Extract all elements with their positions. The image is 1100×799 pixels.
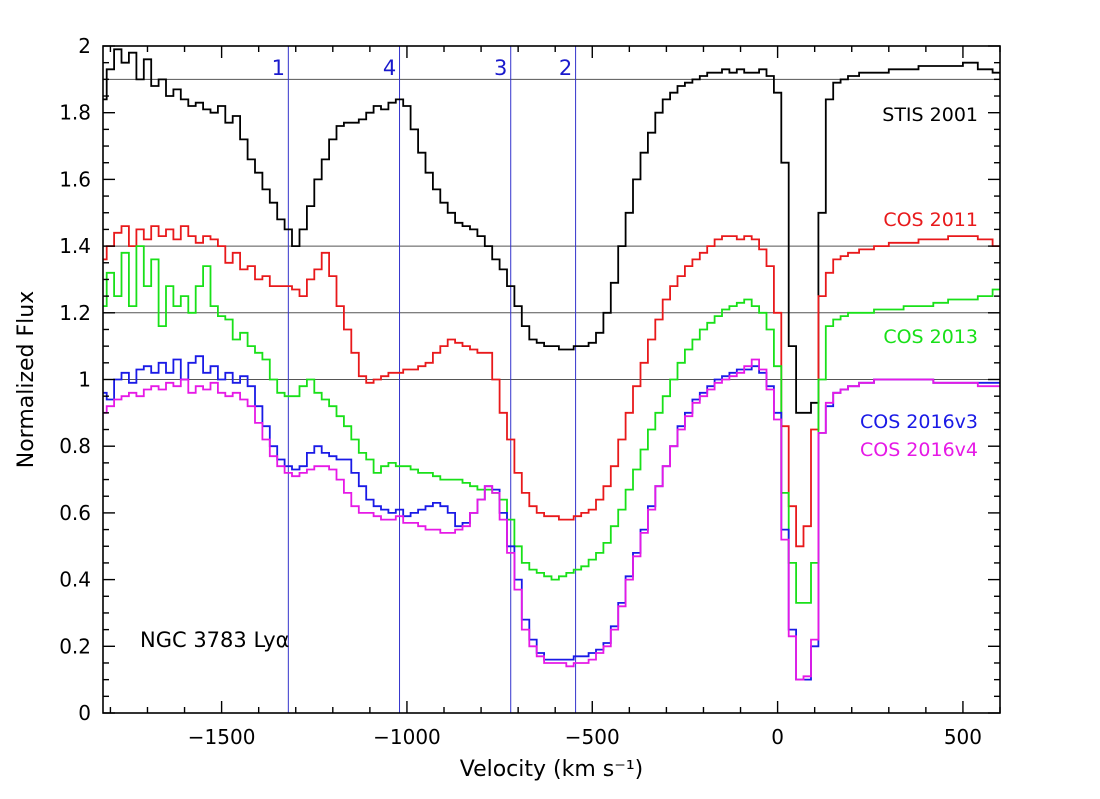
reference-lines (103, 78, 1000, 380)
y-tick-label: 0 (78, 701, 91, 725)
y-tick-label: 1.6 (59, 167, 91, 191)
x-tick-label: −500 (565, 725, 620, 749)
y-axis-title: Normalized Flux (14, 291, 39, 468)
component-label: 4 (383, 56, 396, 80)
series-labels: STIS 2001 COS 2011 COS 2013 COS 2016v3 COS 2… (860, 104, 978, 461)
y-tick-label: 1 (78, 368, 91, 392)
component-labels: 1 4 3 2 (272, 56, 573, 80)
y-tick-label: 0.8 (59, 434, 91, 458)
component-label: 3 (494, 56, 507, 80)
axis-ticks (103, 45, 1001, 714)
y-tick-label: 0.6 (59, 501, 91, 525)
object-label: NGC 3783 Lyα (140, 628, 289, 652)
x-tick-labels: −1500 −1000 −500 0 500 (188, 725, 982, 749)
series-group (103, 48, 1000, 681)
x-axis-title: Velocity (km s⁻¹) (460, 757, 644, 782)
component-label: 1 (272, 56, 285, 80)
series-line-cos-2011 (103, 225, 1000, 548)
series-label: COS 2013 (883, 326, 978, 348)
y-tick-label: 1.4 (59, 234, 91, 258)
y-tick-label: 0.4 (59, 568, 91, 592)
y-tick-label: 0.2 (59, 634, 91, 658)
series-label: STIS 2001 (882, 104, 978, 126)
y-tick-labels: 0 0.2 0.4 0.6 0.8 1 1.2 1.4 1.6 1.8 2 (59, 34, 91, 725)
y-tick-label: 2 (78, 34, 91, 58)
series-label: COS 2016v4 (860, 439, 978, 461)
series-line-stis-2001 (103, 48, 1000, 414)
x-tick-label: 500 (944, 725, 982, 749)
series-line-cos-2016v4 (103, 358, 1000, 681)
series-label: COS 2016v3 (860, 411, 978, 433)
x-tick-label: −1000 (373, 725, 441, 749)
component-lines (287, 46, 577, 713)
series-label: COS 2011 (883, 209, 978, 231)
y-tick-label: 1.2 (59, 301, 91, 325)
component-label: 2 (559, 56, 572, 80)
x-tick-label: 0 (771, 725, 784, 749)
x-tick-label: −1500 (188, 725, 256, 749)
y-tick-label: 1.8 (59, 101, 91, 125)
